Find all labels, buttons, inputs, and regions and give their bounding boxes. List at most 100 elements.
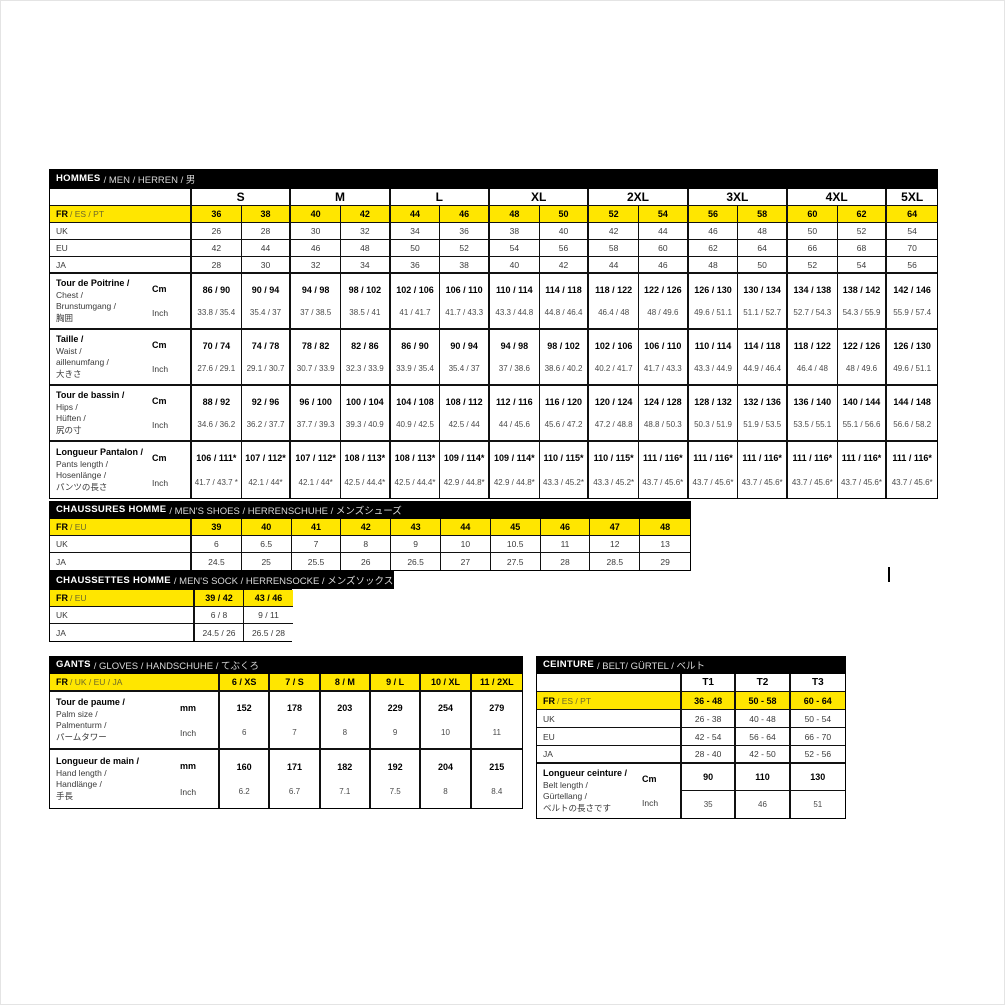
measure-value-cell: 106 / 111* 41.7 / 43.7 * bbox=[192, 442, 242, 498]
measure-value-cell: 126 / 130 49.6 / 51.1 bbox=[887, 330, 937, 386]
value-cell: 42 - 50 bbox=[736, 746, 791, 764]
value-cell: 28 bbox=[192, 257, 242, 274]
measure-value-cell: 86 / 90 33.9 / 35.4 bbox=[390, 330, 441, 386]
size-header-cell: 46 bbox=[540, 519, 591, 536]
corner-cell bbox=[50, 189, 192, 206]
value-cell: 26 - 38 bbox=[682, 710, 737, 728]
measure-label-cell: Taille / Waist / aillenumfang / 大きさ Cm Inch bbox=[50, 330, 192, 386]
size-header-cell: 50 - 58 bbox=[736, 692, 791, 710]
value-cell: 30 bbox=[291, 223, 341, 240]
value-cell: 44 bbox=[639, 223, 689, 240]
value-cell: 62 bbox=[688, 240, 739, 257]
measure-value-cell: 128 / 132 50.3 / 51.9 bbox=[688, 386, 739, 442]
table-title: HOMMES bbox=[56, 173, 101, 184]
measure-value-cell: 178 7 bbox=[270, 692, 321, 750]
group-header-cell: S bbox=[192, 189, 292, 206]
measure-value-cell: 144 / 148 56.6 / 58.2 bbox=[887, 386, 937, 442]
measure-value-cell: 134 / 138 52.7 / 54.3 bbox=[788, 274, 838, 330]
value-cell: 52 bbox=[788, 257, 838, 274]
size-header-cell: 38 bbox=[241, 206, 292, 223]
mens-sizes-grid: S M L XL 2XL 3XL 4XL 5XL FR / ES / PT 36 38 40 42 44 46… bbox=[49, 188, 938, 499]
measure-name: Taille / Waist / aillenumfang / 大きさ bbox=[56, 334, 109, 379]
measure-value-cell: 90 / 94 35.4 / 37 bbox=[241, 274, 292, 330]
measure-value-cell: 107 / 112* 42.1 / 44* bbox=[291, 442, 341, 498]
table-title: CHAUSSURES HOMME bbox=[56, 504, 167, 515]
size-header-cell: 39 / 42 bbox=[195, 590, 244, 607]
row-label-cell: UK bbox=[537, 710, 682, 728]
measure-value-cell: 46 bbox=[736, 791, 791, 818]
measure-value-cell: 92 / 96 36.2 / 37.7 bbox=[241, 386, 292, 442]
value-cell: 32 bbox=[341, 223, 391, 240]
measure-value-cell: 110 / 115* 43.3 / 45.2* bbox=[539, 442, 590, 498]
measure-value-cell: 140 / 144 55.1 / 56.6 bbox=[837, 386, 888, 442]
size-header-cell: 36 bbox=[192, 206, 242, 223]
value-cell: 27.5 bbox=[490, 553, 541, 570]
value-cell: 58 bbox=[589, 240, 639, 257]
value-cell: 29 bbox=[640, 553, 690, 570]
size-header-cell: 6 / XS bbox=[220, 674, 271, 692]
measure-label-cell: Longueur de main / Hand length / Handlänge… bbox=[50, 750, 220, 808]
value-cell: 36 bbox=[440, 223, 490, 240]
measure-value-cell: 35 bbox=[682, 791, 737, 818]
group-header-cell: M bbox=[291, 189, 391, 206]
measure-value-cell: 118 / 122 46.4 / 48 bbox=[788, 330, 838, 386]
measure-label-cell: Tour de Poitrine / Chest / Brunstumgang / 胸… bbox=[50, 274, 192, 330]
value-cell: 38 bbox=[490, 223, 540, 240]
value-cell: 10 bbox=[440, 536, 491, 553]
measure-value-cell: 108 / 112 42.5 / 44 bbox=[440, 386, 490, 442]
value-cell: 6 bbox=[192, 536, 242, 553]
measure-value-cell: 112 / 116 44 / 45.6 bbox=[490, 386, 540, 442]
row-label-cell: UK bbox=[50, 607, 195, 624]
row-label-cell: JA bbox=[50, 624, 195, 641]
value-cell: 50 - 54 bbox=[790, 710, 845, 728]
measure-value-cell: 171 6.7 bbox=[270, 750, 321, 808]
measure-value-cell: 130 / 134 51.1 / 52.7 bbox=[738, 274, 788, 330]
unit-labels: Cm Inch bbox=[152, 452, 169, 488]
row-label-cell: UK bbox=[50, 223, 192, 240]
measure-value-cell: 120 / 124 47.2 / 48.8 bbox=[589, 386, 639, 442]
value-cell: 6.5 bbox=[241, 536, 292, 553]
measure-name: Longueur de main / Hand length / Handlänge… bbox=[56, 756, 140, 801]
measure-value-cell: 106 / 110 41.7 / 43.3 bbox=[639, 330, 689, 386]
table-title: CHAUSSETTES HOMME bbox=[56, 574, 171, 586]
pre-header-label-cell bbox=[537, 674, 682, 692]
table-subtitle: / GLOVES / HANDSCHUHE / てぶくろ bbox=[93, 660, 259, 672]
size-header-cell: 44 bbox=[390, 206, 441, 223]
measure-name: Longueur ceinture / Belt length / Gürtella… bbox=[543, 768, 628, 813]
measure-value-cell: 116 / 120 45.6 / 47.2 bbox=[539, 386, 590, 442]
value-cell: 26 bbox=[192, 223, 242, 240]
measure-value-cell: 102 / 106 41 / 41.7 bbox=[390, 274, 441, 330]
measure-value-cell: 86 / 90 33.8 / 35.4 bbox=[192, 274, 242, 330]
measure-value-cell: 111 / 116* 43.7 / 45.6* bbox=[738, 442, 788, 498]
value-cell: 46 bbox=[291, 240, 341, 257]
measure-value-cell: 182 7.1 bbox=[320, 750, 371, 808]
value-cell: 24.5 bbox=[192, 553, 242, 570]
mens-socks-table: CHAUSSETTES HOMME / MEN'S SOCK / HERRENS… bbox=[49, 571, 394, 642]
header-label-cell: FR / ES / PT bbox=[537, 692, 682, 710]
unit-labels: Cm Inch bbox=[152, 284, 169, 318]
measure-name: Longueur Pantalon / Pants length / Hosenlä… bbox=[56, 447, 143, 492]
belt-grid: T1 T2 T3 FR / ES / PT 36 - 48 50 - 58 60 - 64 UK… bbox=[536, 673, 846, 819]
value-cell: 6 / 8 bbox=[195, 607, 244, 624]
mens-sizes-title-bar: HOMMES / MEN / HERREN / 男 bbox=[49, 169, 938, 188]
unit-labels: Cm Inch bbox=[152, 340, 169, 374]
value-cell: 46 bbox=[688, 223, 739, 240]
measure-value-cell: 132 / 136 51.9 / 53.5 bbox=[738, 386, 788, 442]
measure-value-cell: 100 / 104 39.3 / 40.9 bbox=[341, 386, 391, 442]
measure-value-cell: 109 / 114* 42.9 / 44.8* bbox=[440, 442, 490, 498]
value-cell: 8 bbox=[341, 536, 392, 553]
value-cell: 28.5 bbox=[590, 553, 641, 570]
measure-value-cell: 82 / 86 32.3 / 33.9 bbox=[341, 330, 391, 386]
measure-value-cell: 124 / 128 48.8 / 50.3 bbox=[639, 386, 689, 442]
size-header-cell: 50 bbox=[539, 206, 590, 223]
size-header-cell: 9 / L bbox=[370, 674, 422, 692]
measure-value-cell: 111 / 116* 43.7 / 45.6* bbox=[887, 442, 937, 498]
value-cell: 54 bbox=[887, 223, 937, 240]
group-header-cell: L bbox=[390, 189, 490, 206]
measure-value-cell: 142 / 146 55.9 / 57.4 bbox=[887, 274, 937, 330]
value-cell: 26.5 bbox=[391, 553, 441, 570]
value-cell: 42 - 54 bbox=[682, 728, 737, 746]
value-cell: 11 bbox=[540, 536, 591, 553]
